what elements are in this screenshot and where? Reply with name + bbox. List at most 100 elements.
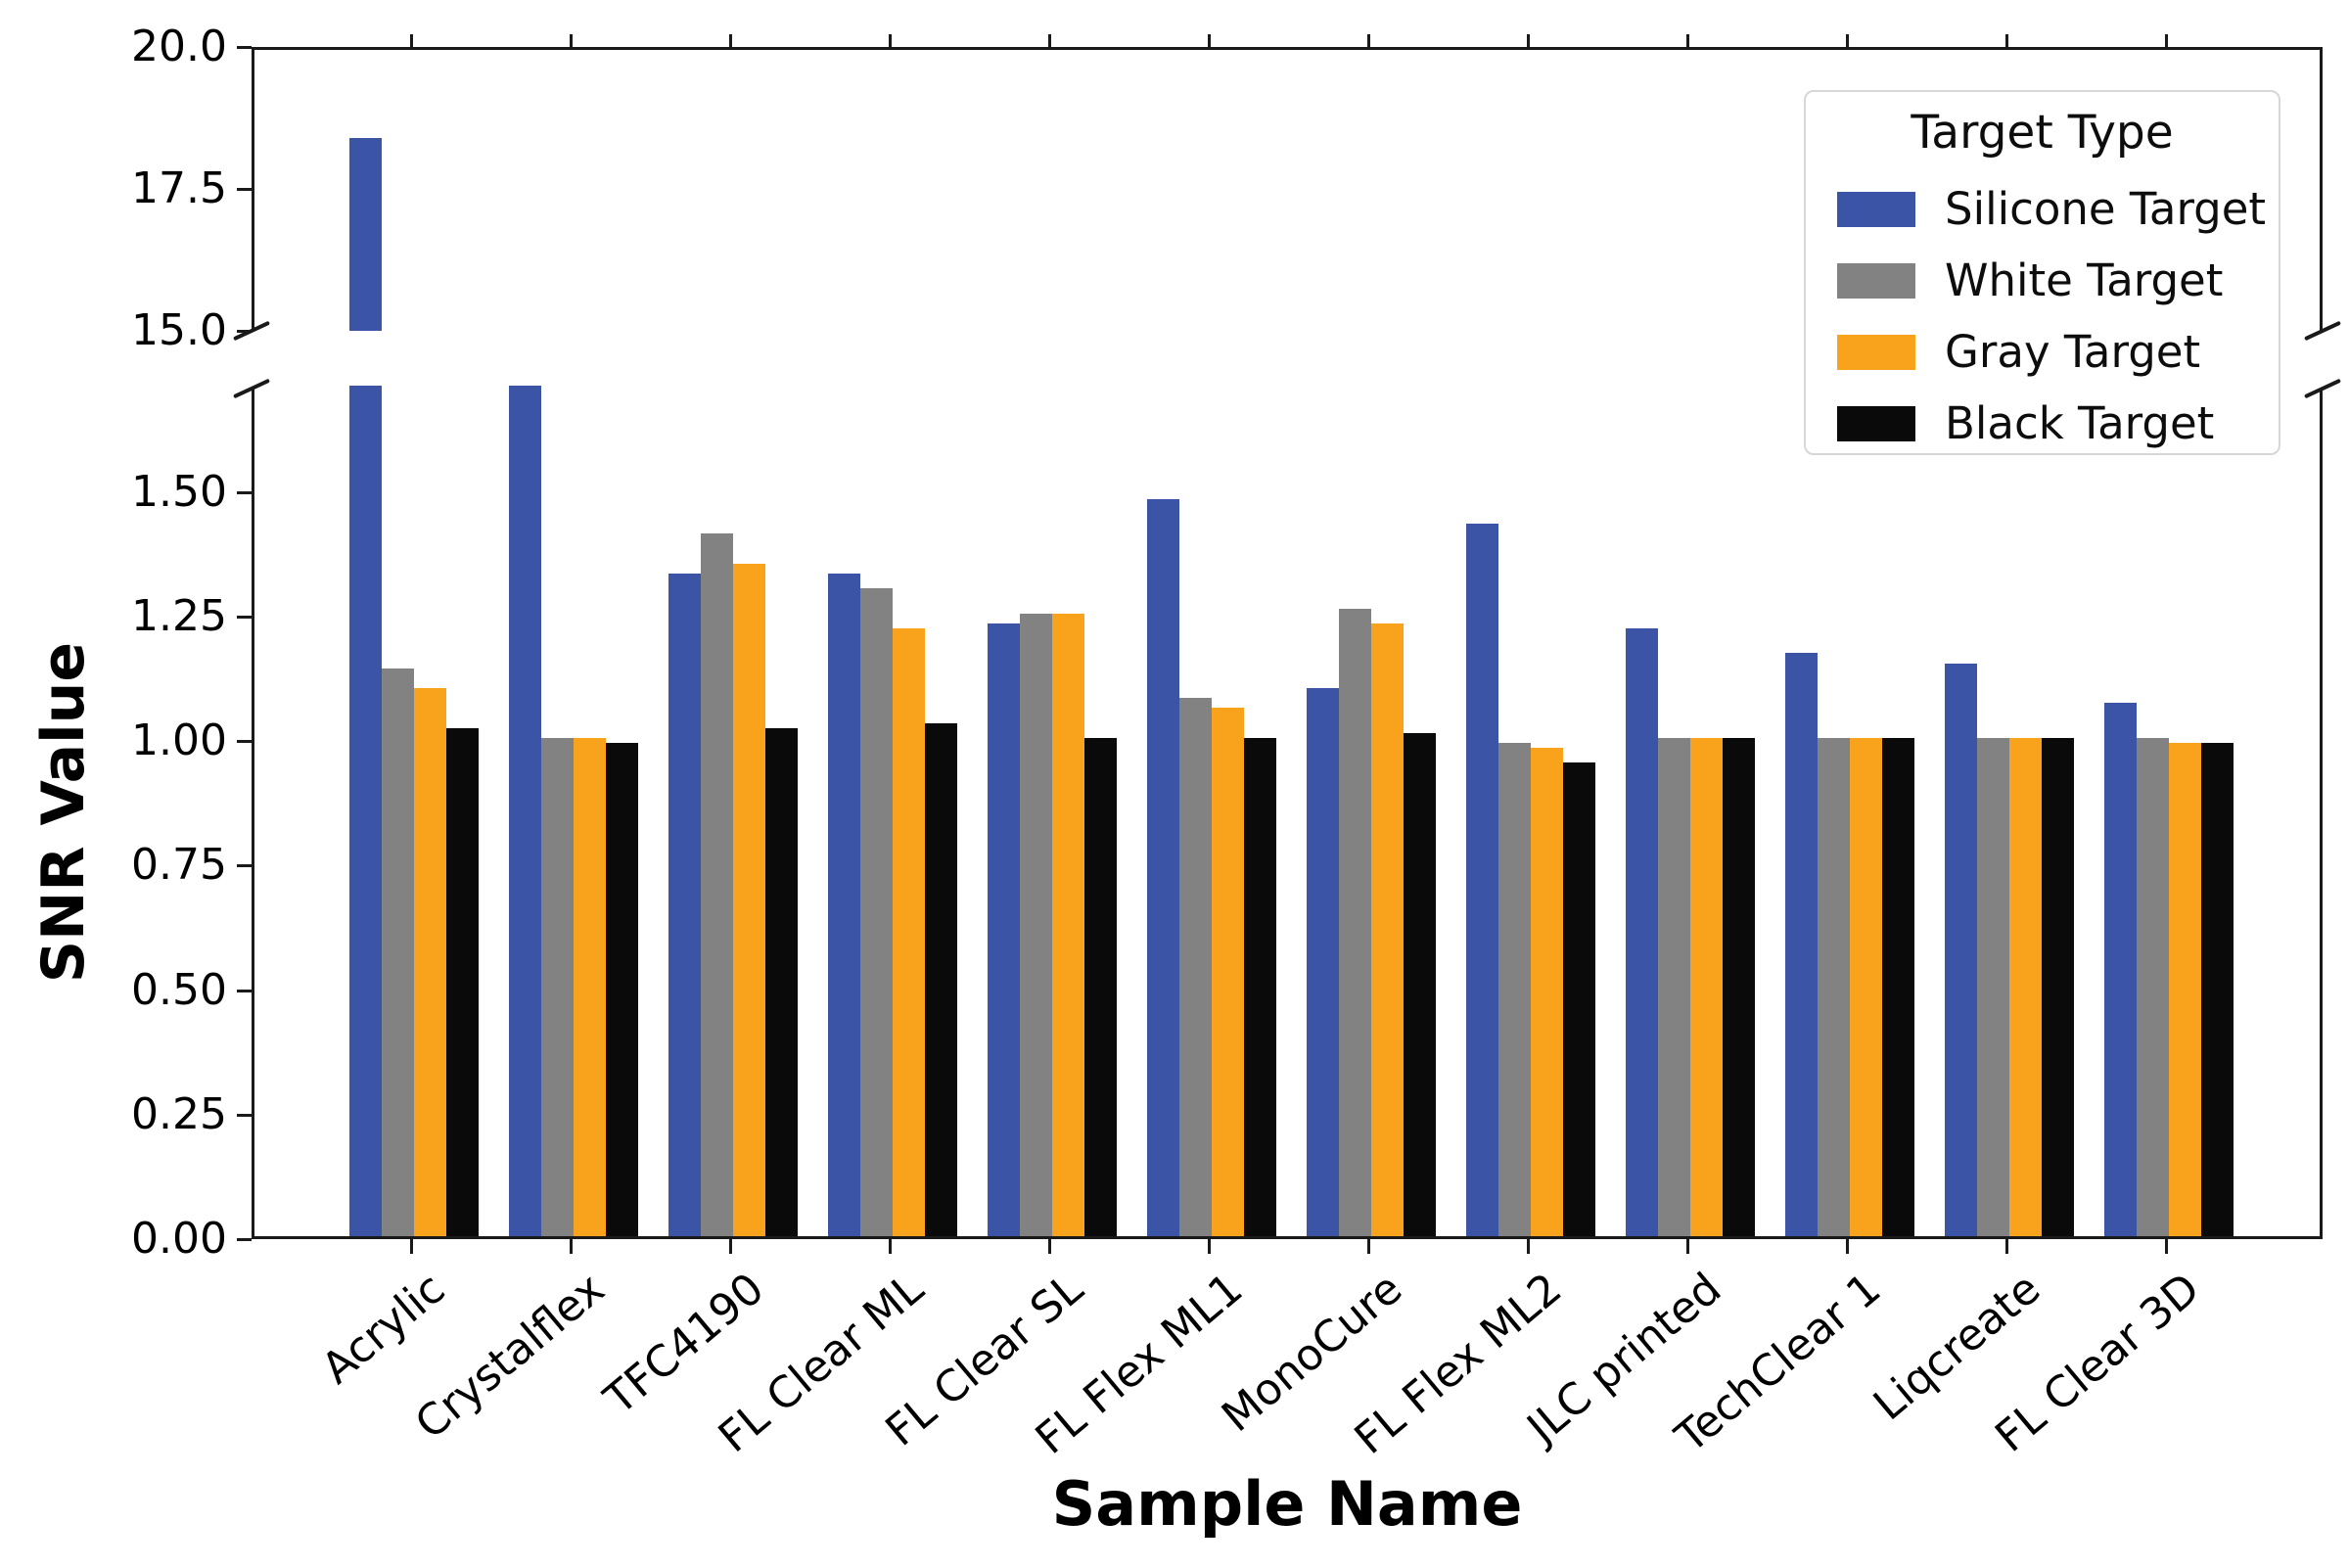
lower-x-tick bbox=[1048, 1239, 1051, 1254]
bar-black-target bbox=[2042, 738, 2074, 1236]
bar-black-target bbox=[446, 728, 479, 1236]
lower-y-tick bbox=[237, 864, 252, 868]
legend-item-label: Gray Target bbox=[1945, 326, 2201, 378]
upper-x-tick bbox=[2165, 34, 2168, 47]
bar-white-target bbox=[1818, 738, 1850, 1236]
lower-x-tick bbox=[1686, 1239, 1689, 1254]
bar-black-target bbox=[925, 723, 957, 1236]
upper-x-tick bbox=[1846, 34, 1849, 47]
bar-white-target bbox=[1977, 738, 2009, 1236]
bar-gray-target bbox=[1212, 708, 1244, 1236]
bar-black-target bbox=[1404, 733, 1436, 1236]
bar-black-target bbox=[1882, 738, 1914, 1236]
upper-x-tick bbox=[1527, 34, 1530, 47]
lower-x-tick bbox=[2005, 1239, 2008, 1254]
upper-x-tick bbox=[570, 34, 573, 47]
bar-silicone-target bbox=[349, 386, 382, 1236]
bar-silicone-target bbox=[1945, 664, 1977, 1236]
lower-y-tick bbox=[237, 989, 252, 992]
bar-silicone-target bbox=[988, 623, 1020, 1236]
bar-silicone-target bbox=[2104, 703, 2137, 1236]
lower-x-tick bbox=[1208, 1239, 1211, 1254]
lower-y-tick bbox=[237, 490, 252, 494]
bar-white-target bbox=[1498, 743, 1531, 1236]
lower-x-tick bbox=[889, 1239, 892, 1254]
bar-white-target bbox=[1020, 614, 1052, 1236]
lower-y-tick-label: 1.50 bbox=[131, 466, 227, 517]
legend-swatch-white-target bbox=[1837, 262, 1915, 299]
bar-silicone-target bbox=[828, 574, 860, 1236]
bar-gray-target bbox=[1690, 738, 1723, 1236]
bar-gray-target bbox=[893, 628, 925, 1236]
lower-y-tick-label: 0.25 bbox=[131, 1088, 227, 1139]
lower-y-tick bbox=[237, 615, 252, 619]
upper-axis-panel bbox=[252, 47, 2323, 331]
bar-silicone-target bbox=[1147, 499, 1179, 1236]
upper-y-tick-label: 20.0 bbox=[131, 22, 227, 71]
upper-x-tick bbox=[1367, 34, 1370, 47]
bar-black-target bbox=[765, 728, 798, 1236]
bar-white-target bbox=[541, 738, 574, 1236]
bar-black-target bbox=[1084, 738, 1117, 1236]
bar-black-target bbox=[1244, 738, 1276, 1236]
bar-white-target bbox=[1339, 609, 1371, 1236]
bar-black-target bbox=[606, 743, 638, 1236]
bar-silicone-target bbox=[1785, 653, 1818, 1236]
lower-x-tick bbox=[1846, 1239, 1849, 1254]
legend: Target Type Silicone Target White Target G… bbox=[1804, 90, 2280, 455]
bar-gray-target bbox=[2009, 738, 2042, 1236]
lower-x-tick bbox=[2165, 1239, 2168, 1254]
bar-gray-target bbox=[733, 564, 765, 1236]
bar-upper-silicone-target bbox=[349, 137, 382, 331]
bar-gray-target bbox=[1850, 738, 1882, 1236]
bar-gray-target bbox=[414, 688, 446, 1236]
bar-white-target bbox=[1179, 698, 1212, 1236]
upper-x-tick bbox=[1208, 34, 1211, 47]
bar-white-target bbox=[382, 669, 414, 1236]
lower-y-tick-label: 0.00 bbox=[131, 1214, 227, 1264]
bar-black-target bbox=[1563, 762, 1595, 1236]
bar-gray-target bbox=[1531, 748, 1563, 1236]
upper-x-tick bbox=[889, 34, 892, 47]
legend-item: Silicone Target bbox=[1806, 173, 2279, 245]
x-tick-label: Acrylic bbox=[312, 1263, 455, 1395]
lower-y-tick bbox=[237, 1238, 252, 1241]
lower-y-tick bbox=[237, 1113, 252, 1117]
y-axis-label: SNR Value bbox=[29, 641, 98, 984]
upper-y-tick bbox=[237, 46, 252, 49]
bar-white-target bbox=[2137, 738, 2169, 1236]
upper-x-tick bbox=[2005, 34, 2008, 47]
lower-x-tick bbox=[570, 1239, 573, 1254]
legend-title: Target Type bbox=[1911, 106, 2174, 160]
bar-gray-target bbox=[574, 738, 606, 1236]
bar-gray-target bbox=[1052, 614, 1084, 1236]
bar-white-target bbox=[1658, 738, 1690, 1236]
legend-item: White Target bbox=[1806, 245, 2279, 316]
upper-y-tick bbox=[237, 188, 252, 191]
lower-y-tick-label: 1.00 bbox=[131, 715, 227, 765]
bar-silicone-target bbox=[668, 574, 701, 1236]
bar-black-target bbox=[1723, 738, 1755, 1236]
legend-item: Gray Target bbox=[1806, 316, 2279, 388]
lower-x-tick bbox=[1527, 1239, 1530, 1254]
lower-y-tick-label: 0.75 bbox=[131, 840, 227, 891]
bar-silicone-target bbox=[1626, 628, 1658, 1236]
legend-swatch-gray-target bbox=[1837, 334, 1915, 370]
lower-x-tick bbox=[410, 1239, 413, 1254]
bar-silicone-target bbox=[1466, 524, 1498, 1236]
bar-black-target bbox=[2201, 743, 2234, 1236]
lower-axis-panel bbox=[252, 386, 2323, 1239]
legend-item-label: Black Target bbox=[1945, 397, 2215, 449]
lower-y-tick bbox=[237, 740, 252, 743]
legend-item-label: Silicone Target bbox=[1945, 183, 2267, 235]
bar-gray-target bbox=[2169, 743, 2201, 1236]
upper-y-tick-label: 15.0 bbox=[131, 305, 227, 355]
legend-items: Silicone Target White Target Gray Target Bl… bbox=[1806, 173, 2279, 459]
lower-x-tick bbox=[1367, 1239, 1370, 1254]
bar-silicone-target bbox=[1307, 688, 1339, 1236]
x-axis-label: Sample Name bbox=[1051, 1468, 1523, 1540]
upper-x-tick bbox=[729, 34, 732, 47]
legend-item: Black Target bbox=[1806, 388, 2279, 459]
legend-swatch-black-target bbox=[1837, 405, 1915, 441]
